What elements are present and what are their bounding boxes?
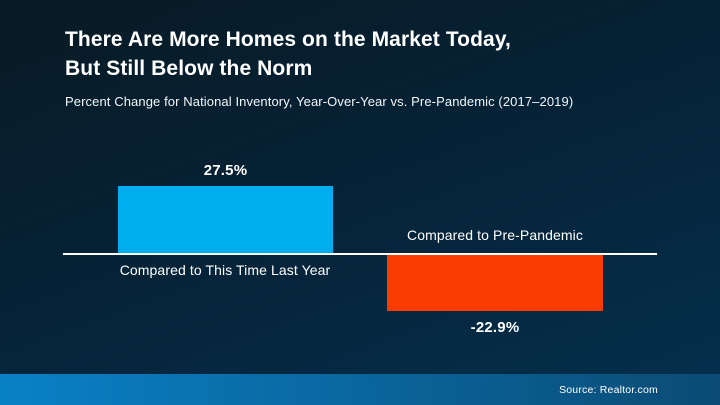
footer-bar: Source: Realtor.com	[0, 374, 720, 405]
header: There Are More Homes on the Market Today…	[65, 26, 680, 109]
bar-group-last-year: 27.5%	[118, 162, 333, 253]
bar-pre-pandemic	[387, 255, 603, 311]
category-label-last-year: Compared to This Time Last Year	[119, 262, 331, 278]
category-label-pre-pandemic: Compared to Pre-Pandemic	[407, 227, 583, 243]
chart-subtitle: Percent Change for National Inventory, Y…	[65, 93, 574, 109]
title-line-2: But Still Below the Norm	[65, 56, 313, 80]
value-label-pre-pandemic: -22.9%	[470, 319, 520, 336]
source-text: Source: Realtor.com	[559, 383, 658, 396]
value-label-last-year: 27.5%	[203, 162, 248, 179]
zero-baseline	[63, 253, 657, 255]
title-line-1: There Are More Homes on the Market Today…	[65, 28, 511, 51]
bar-group-pre-pandemic: -22.9%	[387, 255, 603, 336]
page-title: There Are More Homes on the Market Today…	[65, 26, 680, 84]
bar-last-year	[118, 186, 333, 253]
